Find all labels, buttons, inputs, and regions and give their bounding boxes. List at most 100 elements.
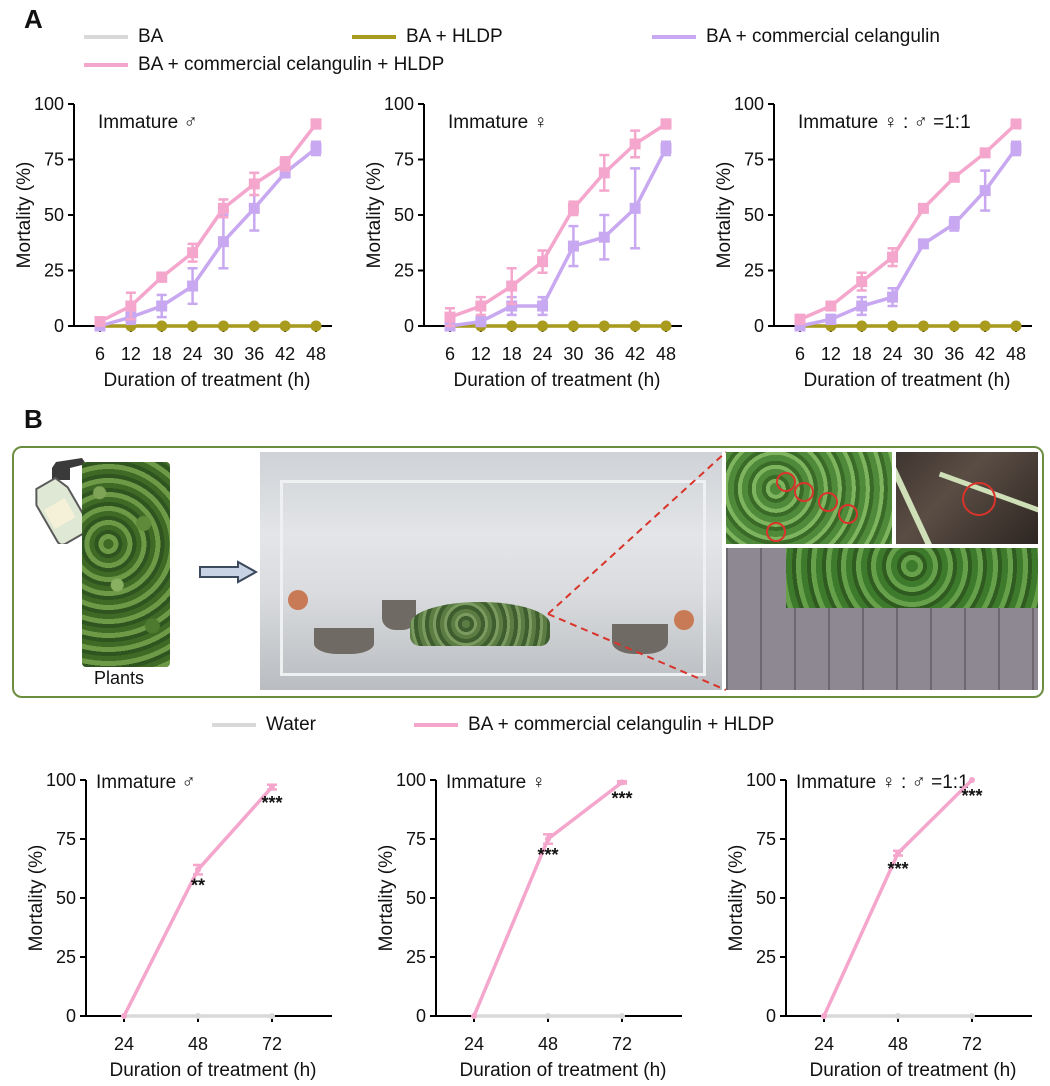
data-point	[444, 311, 456, 323]
y-tick-label: 75	[756, 829, 776, 849]
zoom-lines	[547, 451, 727, 691]
data-point	[310, 320, 322, 332]
data-point	[825, 300, 837, 312]
legend-label: BA + commercial celangulin + HLDP	[468, 714, 775, 735]
data-point	[660, 142, 672, 154]
data-point	[598, 167, 610, 179]
x-tick-label: 42	[625, 344, 645, 364]
cage-photo	[260, 452, 722, 690]
data-point	[856, 276, 868, 288]
data-point	[269, 1013, 275, 1019]
data-point	[248, 178, 260, 190]
x-tick-label: 24	[114, 1034, 134, 1054]
y-axis-label: Mortality (%)	[26, 845, 47, 952]
x-tick-label: 36	[944, 344, 964, 364]
x-tick-label: 12	[121, 344, 141, 364]
data-point	[506, 320, 518, 332]
legend-b-item-1: BA + commercial celangulin + HLDP	[414, 714, 774, 736]
series-line	[472, 780, 624, 1017]
legend-a-item-0: BA	[84, 26, 163, 48]
data-point	[825, 313, 837, 325]
data-point	[310, 118, 322, 130]
panel-label-a: A	[24, 4, 43, 34]
data-point	[917, 202, 929, 214]
x-tick-label: 36	[594, 344, 614, 364]
y-tick-label: 100	[396, 770, 426, 790]
y-tick-label: 0	[754, 316, 764, 336]
x-tick-label: 12	[471, 344, 491, 364]
data-point	[195, 1013, 201, 1019]
chart-b-immature-female: 0 25 50 75 100 24 48 72 Duration of treatment (h…	[376, 770, 682, 1081]
x-tick-label: 48	[538, 1034, 558, 1054]
data-point	[506, 280, 518, 292]
data-point	[1010, 320, 1022, 332]
x-tick-label: 24	[464, 1034, 484, 1054]
data-point	[217, 236, 229, 248]
x-tick-label: 36	[244, 344, 264, 364]
data-point	[269, 784, 275, 791]
y-tick-label: 100	[34, 94, 64, 114]
plants-photo	[82, 462, 170, 667]
data-point	[156, 320, 168, 332]
data-point	[156, 271, 168, 283]
x-tick-label: 48	[1006, 344, 1026, 364]
chart-title: Immature ♀ : ♂ =1:1	[796, 772, 969, 793]
x-tick-label: 6	[795, 344, 805, 364]
data-point	[279, 320, 291, 332]
data-point	[598, 231, 610, 243]
zoom-photo-mesh	[726, 548, 1038, 690]
data-point	[979, 185, 991, 197]
cage-frame	[280, 480, 706, 676]
y-tick-label: 25	[744, 261, 764, 281]
x-axis-label: Duration of treatment (h)	[804, 370, 1011, 391]
insect-marker	[962, 482, 996, 516]
x-tick-label: 72	[262, 1034, 282, 1054]
data-point	[887, 251, 899, 263]
y-tick-label: 25	[394, 261, 414, 281]
y-tick-label: 100	[46, 770, 76, 790]
x-tick-label: 48	[888, 1034, 908, 1054]
insect-marker	[794, 482, 814, 502]
data-point	[917, 320, 929, 332]
zoom-photo-soil	[896, 452, 1038, 544]
data-point	[660, 320, 672, 332]
right-arrow-icon	[199, 560, 258, 584]
data-point	[506, 300, 518, 312]
data-point	[537, 256, 549, 268]
chart-title: Immature ♀	[446, 772, 546, 793]
data-point	[567, 320, 579, 332]
significance-label: ***	[537, 845, 558, 865]
data-point	[248, 320, 260, 332]
experiment-photo-panel: Plants	[12, 446, 1044, 698]
x-tick-label: 72	[612, 1034, 632, 1054]
significance-label: ***	[611, 788, 632, 808]
chart-a-immature-mixed: 0 25 50 75 100 6 12 18 24 30 36 42 48 Duration of tre…	[714, 94, 1032, 391]
y-tick-label: 50	[44, 205, 64, 225]
data-point	[279, 167, 291, 179]
y-axis-label: Mortality (%)	[714, 162, 735, 269]
y-tick-label: 0	[54, 316, 64, 336]
legend-label: BA	[138, 26, 164, 47]
x-tick-label: 42	[275, 344, 295, 364]
y-axis-label: Mortality (%)	[14, 162, 35, 269]
data-point	[217, 202, 229, 214]
series-line	[799, 147, 1018, 328]
data-point	[125, 300, 137, 312]
x-tick-label: 48	[306, 344, 326, 364]
data-point	[979, 320, 991, 332]
chart-title: Immature ♀ : ♂ =1:1	[798, 112, 971, 133]
y-tick-label: 50	[756, 888, 776, 908]
data-point	[471, 1013, 477, 1019]
x-axis-label: Duration of treatment (h)	[110, 1060, 317, 1081]
data-point	[598, 320, 610, 332]
data-point	[969, 777, 975, 783]
data-point	[537, 320, 549, 332]
plants-label: Plants	[94, 668, 145, 688]
data-point	[121, 1013, 127, 1019]
chart-b-immature-mixed: 0 25 50 75 100 24 48 72 Duration of treatment (h…	[726, 770, 1032, 1081]
data-point	[856, 300, 868, 312]
x-tick-label: 30	[213, 344, 233, 364]
spray-bottle-icon	[35, 458, 91, 544]
y-tick-label: 0	[66, 1006, 76, 1026]
chart-b-immature-male: 0 25 50 75 100 24 48 72 Duration of treatment (h…	[26, 770, 332, 1081]
